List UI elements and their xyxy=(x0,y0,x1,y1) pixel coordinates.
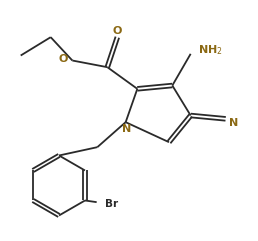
Text: N: N xyxy=(229,118,239,128)
Text: N: N xyxy=(122,125,131,134)
Text: Br: Br xyxy=(105,199,118,209)
Text: O: O xyxy=(58,54,68,64)
Text: O: O xyxy=(113,26,122,36)
Text: NH$_2$: NH$_2$ xyxy=(198,43,222,57)
